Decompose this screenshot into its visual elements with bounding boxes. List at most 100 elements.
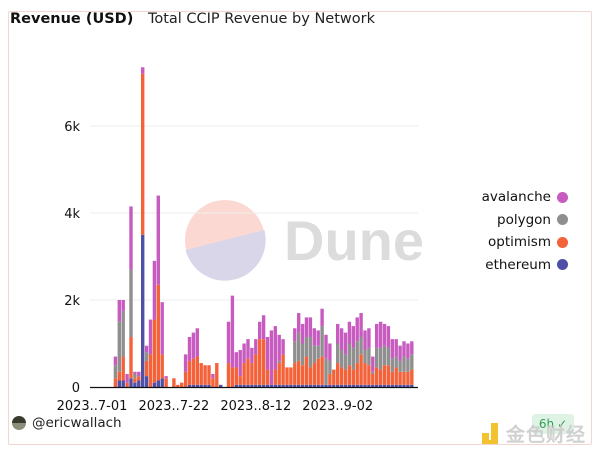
bar-segment-polygon[interactable]	[351, 347, 355, 370]
bar-stack[interactable]	[141, 67, 145, 387]
bar-segment-ethereum[interactable]	[133, 382, 137, 387]
bar-segment-optimism[interactable]	[336, 363, 340, 385]
bar-segment-optimism[interactable]	[406, 371, 410, 385]
bar-stack[interactable]	[246, 339, 250, 387]
bar-segment-optimism[interactable]	[359, 354, 363, 385]
bar-segment-ethereum[interactable]	[339, 384, 344, 387]
bar-segment-avalanche[interactable]	[398, 345, 402, 361]
bar-segment-avalanche[interactable]	[297, 313, 301, 333]
bar-stack[interactable]	[254, 339, 258, 387]
bar-segment-ethereum[interactable]	[308, 384, 313, 387]
bar-segment-ethereum[interactable]	[320, 384, 324, 387]
bar-segment-ethereum[interactable]	[207, 384, 211, 387]
bar-segment-ethereum[interactable]	[402, 384, 406, 387]
bar-stack[interactable]	[371, 356, 375, 387]
bar-segment-polygon[interactable]	[378, 347, 383, 370]
bar-segment-polygon[interactable]	[343, 354, 348, 370]
bar-segment-polygon[interactable]	[336, 343, 340, 364]
bar-stack[interactable]	[293, 328, 297, 387]
bar-stack[interactable]	[410, 341, 414, 387]
bar-segment-avalanche[interactable]	[141, 67, 145, 74]
bar-segment-optimism[interactable]	[191, 358, 196, 385]
bar-segment-optimism[interactable]	[390, 371, 394, 385]
bar-segment-ethereum[interactable]	[398, 384, 402, 387]
bar-stack[interactable]	[133, 371, 137, 387]
bar-stack[interactable]	[207, 365, 211, 387]
bar-stack[interactable]	[195, 328, 199, 387]
bar-segment-optimism[interactable]	[207, 365, 211, 385]
bar-segment-polygon[interactable]	[402, 356, 406, 372]
bar-segment-polygon[interactable]	[133, 373, 137, 379]
bar-segment-avalanche[interactable]	[277, 334, 281, 361]
bar-segment-optimism[interactable]	[300, 365, 305, 385]
bar-segment-avalanche[interactable]	[367, 328, 371, 348]
bar-segment-avalanche[interactable]	[113, 356, 118, 366]
bar-stack[interactable]	[394, 339, 398, 387]
bar-stack[interactable]	[265, 336, 270, 387]
bar-segment-avalanche[interactable]	[234, 352, 238, 368]
bar-segment-avalanche[interactable]	[320, 308, 324, 327]
bar-segment-avalanche[interactable]	[410, 341, 414, 355]
bar-segment-avalanche[interactable]	[336, 323, 340, 344]
bar-segment-ethereum[interactable]	[289, 384, 293, 387]
bar-segment-avalanche[interactable]	[258, 321, 262, 340]
bar-segment-ethereum[interactable]	[141, 234, 145, 387]
bar-segment-avalanche[interactable]	[195, 328, 199, 357]
bar-segment-optimism[interactable]	[144, 360, 149, 377]
bar-segment-optimism[interactable]	[187, 360, 192, 385]
bar-segment-ethereum[interactable]	[304, 384, 309, 387]
bar-segment-avalanche[interactable]	[375, 323, 379, 348]
bar-segment-ethereum[interactable]	[258, 384, 262, 387]
bar-segment-ethereum[interactable]	[367, 384, 371, 387]
bar-segment-avalanche[interactable]	[242, 343, 246, 364]
bar-stack[interactable]	[191, 332, 196, 387]
bar-stack[interactable]	[215, 363, 219, 387]
bar-segment-optimism[interactable]	[371, 373, 375, 385]
bar-segment-optimism[interactable]	[121, 356, 125, 381]
bar-segment-ethereum[interactable]	[160, 378, 164, 387]
legend-item-ethereum[interactable]: ethereum	[482, 254, 568, 277]
bar-segment-ethereum[interactable]	[410, 384, 414, 387]
bar-segment-polygon[interactable]	[347, 343, 352, 366]
bar-segment-avalanche[interactable]	[386, 326, 391, 348]
bar-segment-optimism[interactable]	[304, 356, 309, 385]
bar-stack[interactable]	[386, 326, 391, 387]
bar-segment-ethereum[interactable]	[332, 384, 336, 387]
bar-segment-ethereum[interactable]	[355, 384, 359, 387]
bar-segment-avalanche[interactable]	[246, 339, 250, 359]
bar-stack[interactable]	[160, 302, 164, 387]
bar-stack[interactable]	[363, 330, 367, 387]
bar-segment-optimism[interactable]	[129, 336, 133, 379]
bar-segment-ethereum[interactable]	[336, 384, 340, 387]
bar-segment-optimism[interactable]	[261, 339, 266, 385]
bar-segment-polygon[interactable]	[355, 341, 359, 364]
bar-segment-avalanche[interactable]	[312, 328, 316, 346]
bar-stack[interactable]	[339, 328, 344, 387]
bar-segment-avalanche[interactable]	[133, 371, 137, 374]
bar-segment-polygon[interactable]	[320, 326, 324, 357]
bar-segment-ethereum[interactable]	[363, 384, 367, 387]
bar-stack[interactable]	[226, 321, 231, 387]
bar-segment-optimism[interactable]	[285, 367, 289, 385]
bar-segment-optimism[interactable]	[339, 367, 344, 385]
bar-stack[interactable]	[144, 345, 149, 387]
bar-segment-avalanche[interactable]	[183, 354, 188, 372]
bar-segment-avalanche[interactable]	[308, 317, 313, 337]
bar-stack[interactable]	[199, 363, 203, 387]
bar-segment-polygon[interactable]	[324, 358, 328, 385]
bar-segment-polygon[interactable]	[382, 345, 387, 366]
bar-segment-polygon[interactable]	[297, 332, 301, 361]
bar-stack[interactable]	[398, 345, 402, 387]
bar-stack[interactable]	[375, 323, 379, 387]
bar-segment-ethereum[interactable]	[144, 376, 149, 387]
bar-segment-avalanche[interactable]	[394, 339, 398, 357]
bar-segment-ethereum[interactable]	[199, 384, 203, 387]
bar-segment-optimism[interactable]	[117, 371, 121, 381]
bar-segment-polygon[interactable]	[308, 336, 313, 368]
bar-segment-optimism[interactable]	[183, 371, 188, 387]
bar-segment-optimism[interactable]	[308, 367, 313, 385]
bar-stack[interactable]	[273, 326, 277, 387]
bar-segment-optimism[interactable]	[242, 363, 246, 385]
bar-stack[interactable]	[219, 384, 223, 387]
bar-stack[interactable]	[406, 343, 410, 388]
